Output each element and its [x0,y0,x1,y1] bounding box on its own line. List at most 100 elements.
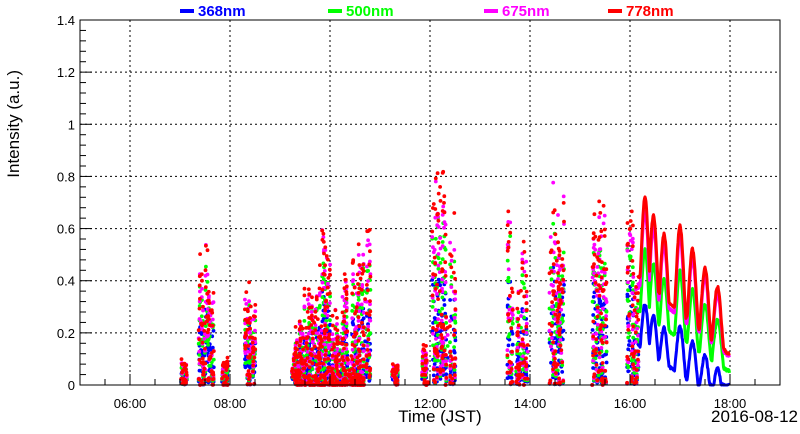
scatter-point [295,347,299,352]
scatter-point [549,248,554,253]
scatter-point [197,358,202,362]
scatter-point [550,336,554,340]
scatter-point [324,254,329,258]
scatter-point [422,348,427,353]
scatter-point [630,327,635,332]
scatter-point [198,296,202,301]
scatter-point [591,353,595,358]
scatter-point [515,345,520,350]
scatter-point [515,330,520,334]
x-tick-label: 10:00 [314,396,347,411]
scatter-point [604,360,609,365]
scatter-point [522,286,527,290]
scatter-point [367,262,372,267]
scatter-point [436,354,440,358]
scatter-point [324,298,329,303]
scatter-point [434,328,439,332]
scatter-point [320,228,325,233]
legend-label: 500nm [346,3,394,20]
scatter-point [590,265,595,269]
scatter-point [525,343,530,347]
scatter-point [436,191,441,196]
scatter-point [553,297,558,301]
scatter-point [593,281,598,285]
scatter-point [559,351,564,355]
scatter-point [625,294,630,299]
scatter-point [366,229,370,234]
scatter-point [343,330,348,335]
scatter-point [248,304,253,309]
scatter-point [303,359,307,363]
scatter-point [433,179,438,184]
scatter-point [520,266,525,271]
scatter-point [602,227,607,232]
scatter-point [352,368,357,373]
scatter-point [452,315,457,320]
scatter-point [633,330,638,335]
scatter-point [364,311,369,316]
scatter-point [248,316,253,320]
scatter-point [627,323,631,328]
scatter-point [452,362,457,367]
scatter-point [516,317,521,321]
scatter-point [560,263,564,268]
scatter-point [595,314,600,319]
x-tick-label: 12:00 [414,396,447,411]
scatter-point [601,295,606,299]
scatter-point [336,352,341,357]
scatter-point [597,355,602,360]
scatter-point [435,324,440,328]
scatter-point [519,288,523,293]
scatter-point [206,327,211,332]
scatter-point [631,362,635,367]
scatter-point [199,321,204,326]
scatter-point [390,362,395,366]
scatter-point [435,292,439,296]
scatter-point [358,369,363,374]
scatter-point [207,376,211,381]
scatter-point [243,317,248,322]
scatter-point [438,246,443,251]
scatter-point [440,286,444,291]
scatter-point [510,349,514,354]
scatter-point [318,303,322,308]
scatter-point [591,319,596,324]
scatter-point [304,341,309,345]
scatter-point [554,365,558,369]
scatter-point [422,381,427,385]
scatter-point [320,313,325,318]
scatter-point [364,370,369,374]
scatter-point [442,225,446,230]
scatter-point [508,230,513,235]
scatter-point [326,257,330,262]
scatter-point [636,298,640,303]
scatter-point [366,328,371,332]
scatter-point [524,362,529,367]
scatter-point [591,313,596,317]
scatter-point [505,348,510,353]
scatter-point [631,335,636,340]
scatter-point [356,242,361,247]
scatter-point [433,176,438,181]
scatter-point [367,318,372,323]
scatter-point [518,342,523,347]
scatter-point [509,360,513,365]
scatter-point [552,208,557,213]
scatter-point [361,262,366,267]
scatter-point [591,349,596,353]
scatter-point [592,372,597,377]
scatter-point [524,321,529,326]
scatter-point [304,336,309,341]
scatter-point [247,299,252,304]
scatter-point [350,357,355,362]
scatter-point [547,328,552,333]
scatter-point [506,334,511,339]
scatter-point [515,306,520,311]
scatter-point [506,267,511,272]
scatter-point [431,299,435,303]
scatter-point [551,262,556,267]
scatter-point [361,325,366,330]
scatter-point [549,360,553,365]
scatter-point [207,317,211,321]
scatter-point [431,331,435,336]
